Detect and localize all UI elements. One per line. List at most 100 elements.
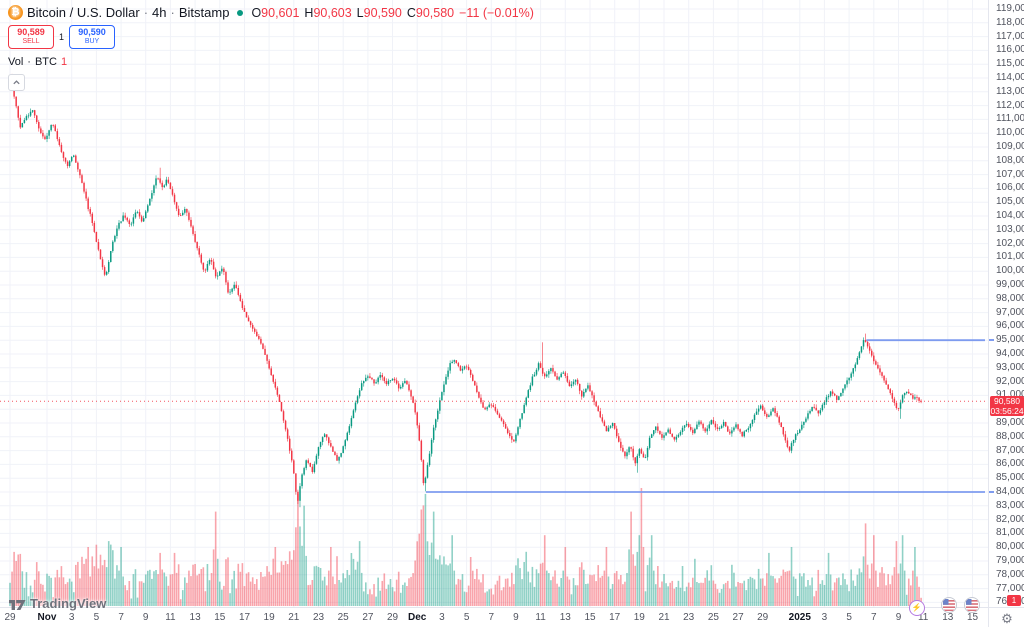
price-tick-label: 97,000	[996, 306, 1024, 318]
price-tick-label: 88,000	[996, 430, 1024, 442]
legend-collapse-button[interactable]	[8, 74, 25, 91]
price-tick-label: 79,000	[996, 555, 1024, 566]
price-tick-label: 104,000	[996, 210, 1024, 221]
price-axis[interactable]: 119,000 118,000 117,000 116,000 115,000 114,0…	[988, 0, 1024, 607]
us-flag-icon	[942, 599, 955, 611]
chevron-up-icon	[13, 80, 20, 85]
volume-unit: BTC	[34, 56, 57, 68]
time-tick-label: 15	[584, 612, 596, 623]
buy-button[interactable]: 90,590 BUY	[69, 25, 116, 49]
time-tick-label: 9	[513, 612, 519, 623]
price-tick-label: 108,000	[996, 154, 1024, 166]
volume-layer	[9, 488, 922, 606]
chart-legend: ₿ Bitcoin / U.S. Dollar · 4h · Bitstamp …	[8, 5, 534, 91]
time-tick-label: 15	[966, 612, 979, 623]
economic-event-flash-icon[interactable]: ⚡	[908, 600, 925, 616]
time-tick-label: 11	[917, 612, 929, 623]
price-tick-label: 115,000	[996, 58, 1024, 70]
market-status-icon[interactable]	[237, 9, 244, 16]
price-tick-label: 91,000	[996, 389, 1024, 401]
timeframe[interactable]: 4h	[152, 5, 167, 20]
price-tick-label: 102,000	[996, 237, 1024, 249]
symbol-title[interactable]: Bitcoin / U.S. Dollar	[27, 5, 140, 20]
low-value: 90,590	[363, 5, 402, 20]
axis-corner: ⚙	[988, 607, 1024, 627]
price-tick-label: 80,000	[996, 541, 1024, 553]
economic-event-flag-icon[interactable]	[940, 597, 957, 613]
price-tick-label: 96,000	[996, 320, 1024, 332]
volume-indicator-legend[interactable]: Vol · BTC 1	[8, 56, 68, 68]
close-value: 90,580	[415, 5, 455, 20]
time-tick-label: 25	[707, 612, 719, 623]
price-tick-label: 107,000	[996, 168, 1024, 180]
time-tick-label: 13	[189, 612, 201, 623]
time-tick-label: 25	[337, 612, 349, 623]
time-tick-label: 29	[757, 612, 769, 623]
time-tick-label: 23	[683, 612, 695, 623]
time-tick-label: Dec	[408, 612, 427, 623]
time-tick-label: 21	[288, 612, 300, 623]
open-value: 90,601	[261, 5, 300, 20]
symbol-row: ₿ Bitcoin / U.S. Dollar · 4h · Bitstamp …	[8, 5, 534, 20]
time-tick-label: 7	[871, 612, 877, 623]
time-tick-label: 19	[633, 612, 645, 623]
ray-axis-tick	[989, 339, 994, 342]
change-value: −11 (−0.01%)	[459, 5, 534, 20]
time-tick-label: 7	[488, 612, 495, 623]
price-tick-label: 100,000	[996, 265, 1024, 277]
tradingview-logo-icon	[9, 599, 26, 610]
time-tick-label: 5	[463, 612, 470, 623]
price-tick-label: 77,000	[996, 582, 1024, 594]
time-tick-label: 21	[658, 612, 670, 623]
time-tick-label: 9	[895, 612, 902, 623]
volume-label: Vol	[8, 56, 24, 68]
price-tick-label: 118,000	[996, 16, 1024, 28]
economic-event-flag-icon[interactable]	[964, 597, 981, 613]
time-tick-label: 27	[732, 612, 744, 623]
time-axis[interactable]: 29 Nov 3 5 7 9 11 13 15 17 19 21 23 25 27 29 Dec 3 5 7 9 11 13…	[0, 607, 988, 627]
time-tick-label: 15	[214, 612, 226, 623]
tradingview-watermark[interactable]: TradingView	[9, 596, 106, 611]
price-tick-label: 119,000	[996, 3, 1024, 14]
price-tick-label: 112,000	[996, 99, 1024, 111]
separator: ·	[170, 5, 175, 20]
time-tick-label: 3	[439, 612, 445, 623]
time-tick-label: Nov	[37, 612, 57, 623]
candlestick-chart[interactable]	[0, 0, 988, 607]
price-tick-label: 101,000	[996, 251, 1024, 263]
time-tick-label: 11	[165, 612, 176, 623]
separator: ·	[143, 5, 149, 20]
price-tick-label: 98,000	[996, 292, 1024, 304]
price-tick-label: 89,000	[996, 417, 1024, 428]
price-tick-label: 103,000	[996, 223, 1024, 235]
ray-axis-tick	[989, 491, 994, 493]
price-tick-label: 114,000	[996, 72, 1024, 83]
price-tick-label: 106,000	[996, 182, 1024, 194]
us-flag-icon	[966, 599, 979, 611]
ohlc-values: O90,601 H90,603 L90,590 C90,580 −11 (−0.…	[251, 5, 534, 20]
time-tick-label: 3	[68, 612, 75, 623]
price-tick-label: 95,000	[996, 334, 1024, 346]
price-tick-label: 78,000	[996, 568, 1024, 580]
time-tick-label: 29	[386, 612, 399, 623]
price-tick-label: 84,000	[996, 486, 1024, 497]
horizontal-rays	[425, 339, 985, 493]
time-tick-label: 5	[93, 612, 100, 623]
tradingview-watermark-text: TradingView	[30, 596, 107, 611]
spread-value: 1	[59, 32, 65, 42]
time-tick-label: 2025	[788, 612, 811, 623]
candles-layer	[9, 73, 922, 508]
price-tick-label: 87,000	[996, 444, 1024, 456]
sell-button[interactable]: 90,589 SELL	[8, 25, 54, 49]
time-tick-label: 11	[535, 612, 546, 623]
last-price-label[interactable]: 90,580 03:56:24	[990, 396, 1024, 417]
time-tick-label: 3	[821, 612, 828, 623]
time-tick-label: 17	[609, 612, 621, 623]
price-tick-label: 86,000	[996, 458, 1024, 470]
price-tick-label: 113,000	[996, 85, 1024, 97]
time-tick-label: 23	[312, 612, 325, 623]
time-tick-label: 27	[362, 612, 374, 623]
price-tick-label: 85,000	[996, 472, 1024, 484]
time-tick-label: 7	[118, 612, 124, 623]
gear-icon[interactable]: ⚙	[1001, 610, 1013, 626]
